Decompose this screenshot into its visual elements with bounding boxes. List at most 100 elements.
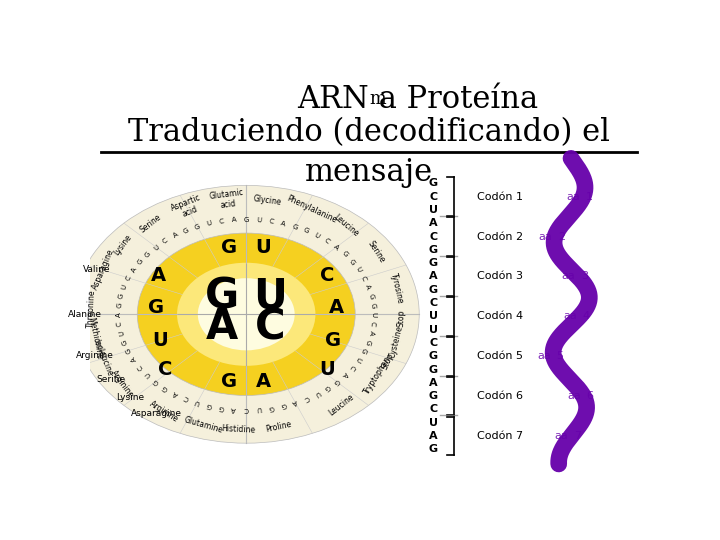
Text: C: C bbox=[320, 266, 335, 285]
Text: aa: aa bbox=[537, 352, 551, 361]
Text: G: G bbox=[332, 377, 340, 386]
Text: Glutamic
acid: Glutamic acid bbox=[209, 188, 246, 212]
Text: Arginine: Arginine bbox=[109, 368, 136, 399]
Text: G: G bbox=[348, 258, 356, 266]
Text: mensaje: mensaje bbox=[305, 157, 433, 188]
Text: U: U bbox=[121, 284, 128, 290]
Text: G: G bbox=[221, 372, 237, 391]
Text: A: A bbox=[292, 398, 298, 406]
Text: C: C bbox=[348, 363, 356, 370]
Text: A: A bbox=[328, 298, 343, 318]
Text: C: C bbox=[158, 360, 172, 379]
Text: Tyrosine: Tyrosine bbox=[390, 272, 405, 305]
Text: A: A bbox=[150, 266, 166, 285]
Text: G: G bbox=[292, 223, 299, 231]
Text: A: A bbox=[172, 232, 179, 239]
Text: Serine: Serine bbox=[96, 375, 126, 384]
Text: Leucine: Leucine bbox=[332, 213, 360, 239]
Text: G: G bbox=[183, 227, 190, 235]
Text: U: U bbox=[144, 370, 152, 378]
Circle shape bbox=[177, 263, 315, 366]
Text: A: A bbox=[429, 378, 438, 388]
Text: G: G bbox=[205, 275, 239, 317]
Text: G: G bbox=[268, 404, 274, 410]
Text: Lysine: Lysine bbox=[112, 233, 133, 257]
Text: U: U bbox=[253, 275, 287, 317]
Text: G: G bbox=[302, 227, 310, 235]
Text: G: G bbox=[428, 285, 438, 295]
Text: Codón 1: Codón 1 bbox=[477, 192, 523, 201]
Text: A: A bbox=[429, 272, 438, 281]
Text: Stop: Stop bbox=[380, 352, 395, 371]
Text: Glycine: Glycine bbox=[253, 194, 282, 206]
Text: G: G bbox=[144, 250, 152, 258]
Text: 4: 4 bbox=[582, 312, 590, 321]
Text: G: G bbox=[194, 223, 201, 231]
Text: Isoleucine: Isoleucine bbox=[91, 338, 114, 377]
Text: A: A bbox=[130, 266, 138, 273]
Text: C: C bbox=[219, 218, 225, 225]
Text: U: U bbox=[313, 389, 320, 397]
Circle shape bbox=[198, 278, 294, 350]
Text: A: A bbox=[231, 406, 236, 412]
Text: C: C bbox=[244, 406, 248, 412]
Text: U: U bbox=[256, 238, 271, 256]
Text: a Proteína: a Proteína bbox=[369, 84, 538, 114]
Text: U: U bbox=[428, 205, 438, 215]
Text: C: C bbox=[429, 404, 437, 415]
Text: Arginine: Arginine bbox=[76, 351, 114, 360]
Text: U: U bbox=[354, 355, 362, 363]
Text: U: U bbox=[320, 360, 336, 379]
Text: aa: aa bbox=[562, 272, 575, 281]
Text: G: G bbox=[137, 258, 145, 266]
Text: C: C bbox=[323, 237, 330, 245]
Text: G: G bbox=[428, 352, 438, 361]
Text: G: G bbox=[148, 298, 164, 318]
Text: Asparagine: Asparagine bbox=[91, 247, 117, 291]
Text: C: C bbox=[429, 298, 437, 308]
Text: C: C bbox=[183, 394, 190, 402]
Text: G: G bbox=[117, 302, 123, 308]
Circle shape bbox=[73, 185, 419, 443]
Text: G: G bbox=[153, 377, 161, 386]
Text: A: A bbox=[280, 220, 287, 227]
Text: U: U bbox=[206, 220, 212, 227]
Text: Arginine: Arginine bbox=[148, 400, 180, 424]
Text: C: C bbox=[369, 321, 376, 326]
Text: U: U bbox=[354, 266, 362, 273]
Text: Tryptophan: Tryptophan bbox=[362, 355, 393, 396]
Text: m: m bbox=[369, 90, 386, 108]
Text: Threonine: Threonine bbox=[86, 289, 97, 328]
Text: G: G bbox=[125, 347, 132, 354]
Text: G: G bbox=[279, 401, 287, 409]
Text: G: G bbox=[428, 364, 438, 375]
Text: U: U bbox=[256, 217, 261, 223]
Text: C: C bbox=[360, 275, 367, 281]
Text: G: G bbox=[360, 347, 367, 354]
Text: U: U bbox=[428, 312, 438, 321]
Text: A: A bbox=[429, 218, 438, 228]
Text: G: G bbox=[428, 245, 438, 255]
Circle shape bbox=[138, 233, 355, 395]
Text: Alanine: Alanine bbox=[68, 310, 102, 319]
Text: Traduciendo (decodificando) el: Traduciendo (decodificando) el bbox=[128, 117, 610, 148]
Text: Lysine: Lysine bbox=[117, 393, 145, 402]
Text: U: U bbox=[370, 312, 377, 317]
Text: Codón 7: Codón 7 bbox=[477, 431, 523, 441]
Text: G: G bbox=[341, 250, 348, 258]
Text: Codón 2: Codón 2 bbox=[477, 232, 523, 241]
Text: Codón 5: Codón 5 bbox=[477, 352, 523, 361]
Text: C: C bbox=[429, 232, 437, 241]
Text: C: C bbox=[429, 338, 437, 348]
Text: Codón 6: Codón 6 bbox=[477, 391, 523, 401]
Text: Asparagine: Asparagine bbox=[131, 409, 181, 418]
Text: Codón 4: Codón 4 bbox=[477, 312, 523, 321]
Text: U: U bbox=[152, 330, 168, 349]
Text: C: C bbox=[429, 192, 437, 201]
Text: aa: aa bbox=[539, 232, 552, 241]
Text: G: G bbox=[161, 383, 170, 392]
Text: 3: 3 bbox=[581, 272, 588, 281]
Text: Serine: Serine bbox=[138, 212, 163, 234]
Text: G: G bbox=[428, 391, 438, 401]
Text: C: C bbox=[162, 237, 169, 245]
